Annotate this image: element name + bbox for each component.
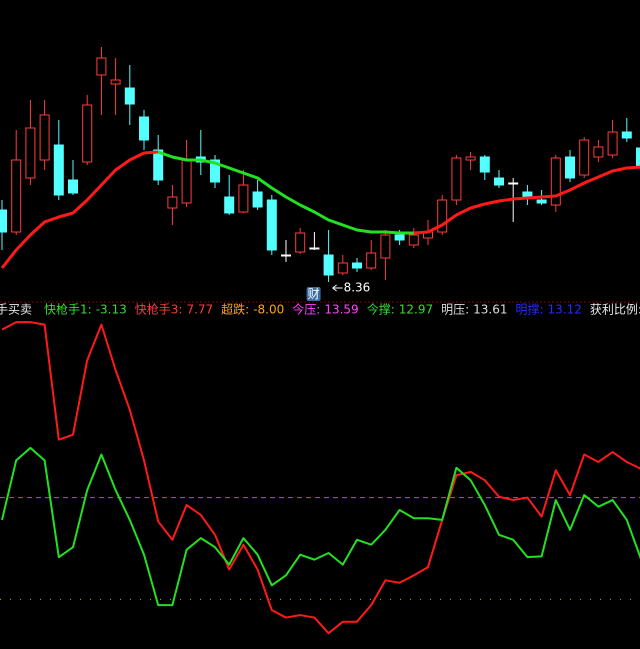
- legend-value: 13.59: [324, 303, 358, 317]
- legend-label: 今压:: [292, 302, 320, 317]
- candle-body: [167, 196, 178, 209]
- legend-label: 明压:: [441, 303, 469, 317]
- ma-line: [0, 150, 159, 269]
- legend-label: 明撑:: [516, 302, 544, 317]
- legend-value: -8.00: [253, 303, 284, 317]
- candle-body: [96, 57, 107, 76]
- badge: 财: [308, 287, 320, 301]
- candle-body: [352, 262, 362, 269]
- candle-body: [181, 159, 192, 204]
- legend-value: -3.13: [96, 303, 127, 317]
- candle-body: [153, 149, 164, 181]
- candle-body: [579, 139, 590, 176]
- low-label: 8.36: [344, 281, 371, 295]
- candle-body: [550, 157, 561, 206]
- candle-body: [68, 179, 78, 194]
- indicator-line: [1, 321, 640, 635]
- legend-label: 超跌:: [221, 302, 249, 317]
- candle-body: [210, 159, 220, 183]
- candle-body: [323, 254, 334, 276]
- candle-body: [565, 156, 575, 179]
- candle-body: [281, 254, 291, 257]
- indicator-line: [1, 446, 640, 607]
- legend-value: 13.12: [548, 303, 582, 317]
- legend-value: 13.61: [473, 303, 507, 317]
- candle-body: [110, 79, 121, 85]
- candle-body: [451, 157, 462, 201]
- candle-body: [380, 234, 391, 259]
- legend-label: 手买卖: [0, 303, 32, 317]
- candle-body: [636, 147, 640, 169]
- legend-value: 7.77: [186, 303, 213, 317]
- candle-body: [266, 199, 277, 251]
- candle-body: [394, 234, 405, 241]
- candle-body: [82, 104, 93, 163]
- candle-body: [593, 146, 604, 158]
- legend-label: 今撑:: [367, 302, 395, 317]
- candle-body: [139, 116, 149, 141]
- candle-body: [39, 114, 50, 161]
- candle-body: [124, 87, 135, 105]
- candle-body: [536, 199, 547, 204]
- candle-body: [337, 262, 348, 274]
- candle-body: [11, 159, 22, 233]
- candle-body: [479, 156, 490, 173]
- candle-body: [465, 156, 476, 161]
- legend-label: 获利比例:: [590, 303, 640, 317]
- legend-label: 快枪手3:: [135, 302, 183, 317]
- candle-body: [53, 144, 64, 196]
- badge-box: [306, 287, 321, 301]
- candle-body: [621, 131, 632, 139]
- candle-body: [408, 234, 419, 246]
- ma-line: [157, 150, 414, 235]
- candle-body: [224, 196, 235, 214]
- candle-body: [607, 131, 618, 156]
- candle-body: [252, 191, 263, 208]
- candle-body: [238, 184, 249, 213]
- candle-body: [508, 182, 519, 185]
- candle-body: [25, 127, 36, 179]
- legend-label: 快枪手1:: [44, 302, 92, 317]
- arrow-head: [332, 284, 337, 292]
- legend-value: 12.97: [399, 303, 433, 317]
- ma-line: [413, 165, 640, 235]
- candle-body: [309, 247, 320, 250]
- candle-body: [295, 232, 306, 253]
- candle-body: [494, 177, 504, 186]
- candle-body: [366, 252, 377, 269]
- candle-body: [437, 199, 448, 233]
- candle-body: [0, 209, 7, 233]
